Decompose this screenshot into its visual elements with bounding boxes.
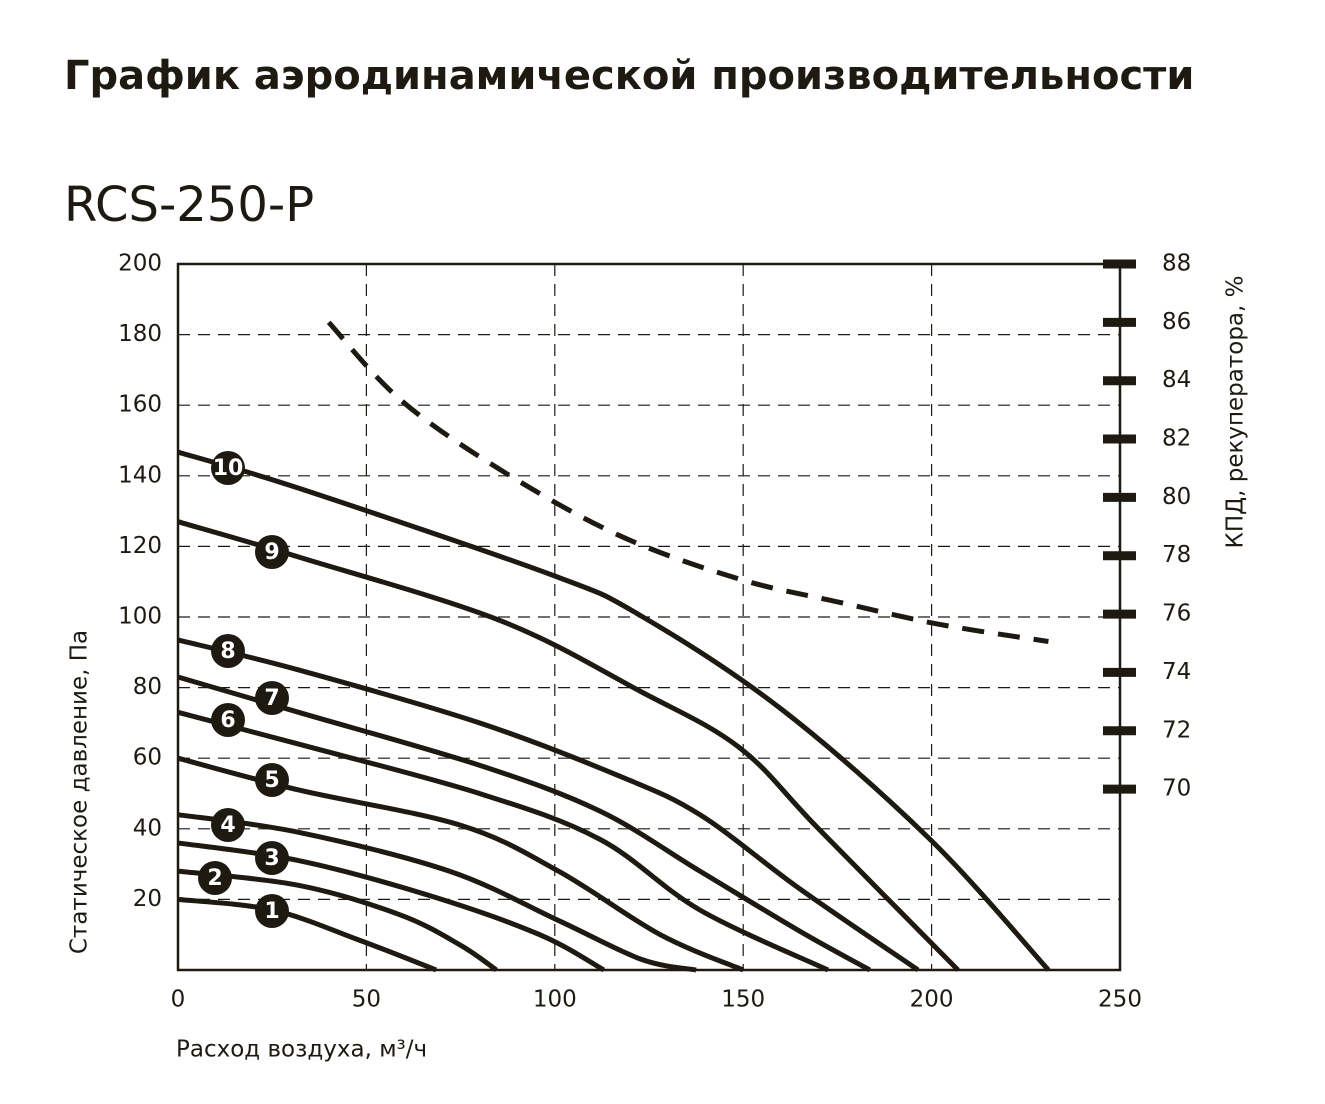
series-label-badge	[211, 451, 245, 485]
y-tick-label: 80	[133, 674, 162, 700]
x-tick-label: 150	[721, 987, 765, 1013]
y-tick-label: 60	[133, 745, 162, 771]
y-tick-label: 200	[118, 251, 162, 277]
series-line	[177, 709, 830, 973]
series-line	[177, 896, 438, 973]
series-line	[177, 519, 960, 972]
y-tick-label: 140	[118, 462, 162, 488]
y-tick-label: 120	[118, 533, 162, 559]
y2-tick-label: 78	[1162, 542, 1191, 568]
y2-tick-label: 80	[1162, 484, 1191, 510]
series-line	[177, 812, 697, 973]
series-label: 4	[220, 813, 235, 838]
chart-title: График аэродинамической производительнос…	[64, 53, 1194, 99]
y2-tick-label: 82	[1162, 426, 1191, 452]
chart-subtitle: RCS-250-P	[64, 177, 314, 233]
y-tick-label: 160	[118, 392, 162, 418]
x-tick-label: 250	[1098, 987, 1142, 1013]
y2-tick-label: 86	[1162, 309, 1191, 335]
y2-tick-label: 76	[1162, 601, 1191, 627]
series-line	[177, 840, 606, 973]
x-tick-label: 200	[910, 987, 954, 1013]
series-label: 9	[264, 540, 279, 565]
series-label: 7	[264, 686, 279, 711]
y2-axis-label: КПД, рекуператора, %	[1223, 276, 1249, 549]
series-label: 8	[220, 639, 235, 664]
y-tick-label: 40	[133, 815, 162, 841]
series-label: 3	[264, 846, 279, 871]
series-label-badge	[255, 841, 289, 875]
series-label-badge	[211, 808, 245, 842]
y-axis-label: Статическое давление, Па	[67, 630, 93, 954]
series-label-badge	[255, 763, 289, 797]
series-line	[326, 320, 1049, 644]
y2-tick-label: 84	[1162, 367, 1191, 393]
series-line	[177, 868, 498, 973]
series-line	[177, 449, 1051, 972]
series-label-badge	[255, 894, 289, 928]
series-label: 10	[213, 456, 244, 481]
series-label-badge	[255, 535, 289, 569]
series-label-badge	[255, 681, 289, 715]
x-tick-label: 0	[171, 987, 186, 1013]
series-label: 5	[264, 768, 279, 793]
y2-tick-label: 74	[1162, 659, 1191, 685]
series-line	[177, 637, 920, 973]
y2-tick-label: 88	[1162, 251, 1191, 277]
y2-tick-label: 72	[1162, 717, 1191, 743]
series-label: 6	[220, 708, 235, 733]
series-label-badge	[198, 861, 232, 895]
y-tick-label: 180	[118, 321, 162, 347]
y2-tick-label: 70	[1162, 776, 1191, 802]
y-tick-label: 20	[133, 886, 162, 912]
series-label: 1	[264, 899, 279, 924]
x-axis-label: Расход воздуха, м³/ч	[176, 1037, 427, 1063]
x-tick-label: 50	[352, 987, 381, 1013]
y-tick-label: 100	[118, 604, 162, 630]
series-line	[177, 674, 872, 973]
x-tick-label: 100	[533, 987, 577, 1013]
series-label-badge	[211, 634, 245, 668]
series-label-badge	[211, 703, 245, 737]
series-label: 2	[207, 866, 222, 891]
